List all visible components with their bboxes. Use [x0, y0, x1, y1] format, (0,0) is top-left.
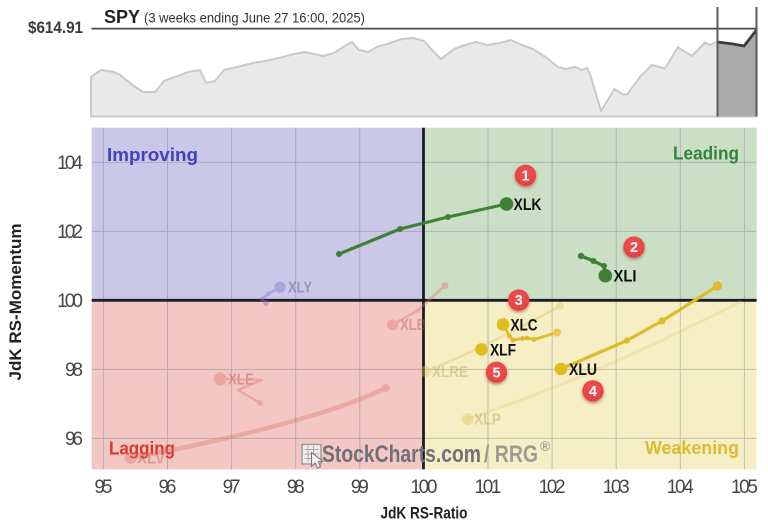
svg-text:Lagging: Lagging [109, 439, 175, 459]
svg-text:JdK RS-Momentum: JdK RS-Momentum [6, 224, 25, 381]
svg-text:SPY: SPY [104, 6, 141, 27]
svg-text:XLI: XLI [614, 268, 637, 286]
svg-text:4: 4 [589, 384, 597, 400]
svg-text:98: 98 [287, 477, 305, 498]
svg-text:102: 102 [57, 222, 83, 243]
svg-text:/ RRG: / RRG [484, 441, 538, 468]
svg-text:100: 100 [57, 291, 83, 312]
svg-text:96: 96 [159, 477, 177, 498]
svg-text:95: 95 [94, 477, 112, 498]
svg-text:XLB: XLB [400, 317, 426, 334]
svg-text:100: 100 [410, 477, 437, 498]
svg-text:98: 98 [65, 360, 83, 381]
svg-text:96: 96 [65, 429, 83, 450]
svg-text:102: 102 [539, 477, 566, 498]
svg-text:3: 3 [515, 293, 523, 309]
svg-text:Improving: Improving [107, 145, 198, 165]
svg-text:XLRE: XLRE [432, 364, 468, 381]
svg-text:®: ® [540, 438, 551, 454]
svg-text:Leading: Leading [673, 144, 739, 164]
svg-text:XLU: XLU [569, 361, 597, 379]
svg-text:99: 99 [351, 477, 369, 498]
svg-text:XLC: XLC [511, 317, 538, 335]
svg-text:XLE: XLE [228, 372, 254, 389]
svg-text:101: 101 [475, 477, 502, 498]
svg-text:StockCharts.com: StockCharts.com [322, 441, 481, 468]
svg-text:$614.91: $614.91 [28, 18, 83, 37]
svg-text:97: 97 [223, 477, 241, 498]
svg-text:XLP: XLP [474, 412, 501, 429]
svg-text:104: 104 [667, 477, 694, 498]
svg-text:103: 103 [603, 477, 630, 498]
svg-text:(3 weeks ending June 27 16:00,: (3 weeks ending June 27 16:00, 2025) [144, 10, 365, 26]
svg-text:105: 105 [731, 477, 758, 498]
svg-text:JdK RS-Ratio: JdK RS-Ratio [381, 504, 468, 523]
svg-text:5: 5 [492, 365, 500, 381]
svg-text:2: 2 [630, 240, 638, 256]
svg-text:1: 1 [521, 169, 529, 185]
svg-text:XLY: XLY [288, 280, 313, 297]
svg-text:XLK: XLK [514, 196, 542, 214]
svg-text:104: 104 [57, 153, 83, 174]
svg-text:Weakening: Weakening [645, 438, 739, 458]
svg-text:XLF: XLF [490, 342, 516, 360]
svg-text:XLV: XLV [137, 451, 166, 468]
